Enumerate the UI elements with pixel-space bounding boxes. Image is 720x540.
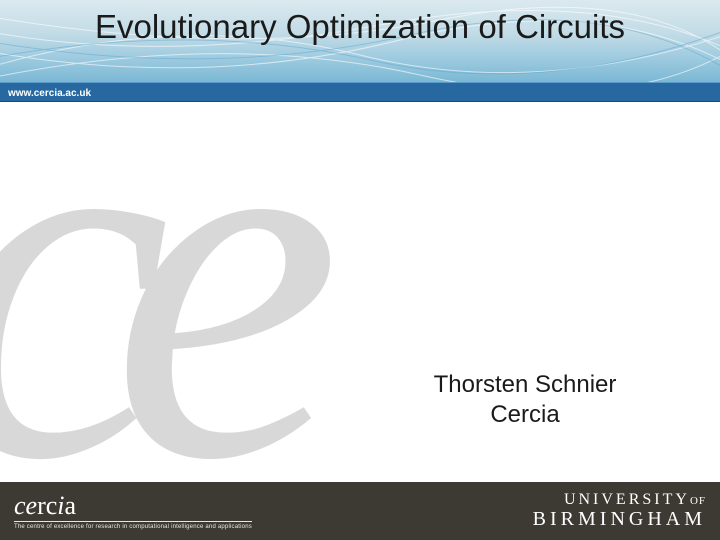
watermark-ce: ce [0, 102, 282, 482]
of-word: OF [690, 495, 706, 507]
author-org: Cercia [370, 400, 680, 430]
university-word: UNIVERSITY [564, 491, 690, 508]
slide-title: Evolutionary Optimization of Circuits [0, 8, 720, 46]
university-line-2: BIRMINGHAM [533, 508, 706, 531]
footer-band: cercia The centre of excellence for rese… [0, 482, 720, 540]
url-bar: www.cercia.ac.uk [0, 82, 720, 102]
slide-root: Evolutionary Optimization of Circuits ww… [0, 0, 720, 540]
cercia-tagline: The centre of excellence for research in… [14, 521, 252, 530]
footer-right-logo: UNIVERSITYOF BIRMINGHAM [533, 491, 706, 531]
slide-body: ce Thorsten Schnier Cercia [0, 102, 720, 482]
university-line-1: UNIVERSITYOF [533, 491, 706, 509]
url-text: www.cercia.ac.uk [0, 88, 91, 99]
author-block: Thorsten Schnier Cercia [370, 370, 680, 430]
cercia-logo-text: cercia [14, 493, 76, 519]
footer-left-logo: cercia The centre of excellence for rese… [14, 493, 252, 530]
author-name: Thorsten Schnier [370, 370, 680, 400]
